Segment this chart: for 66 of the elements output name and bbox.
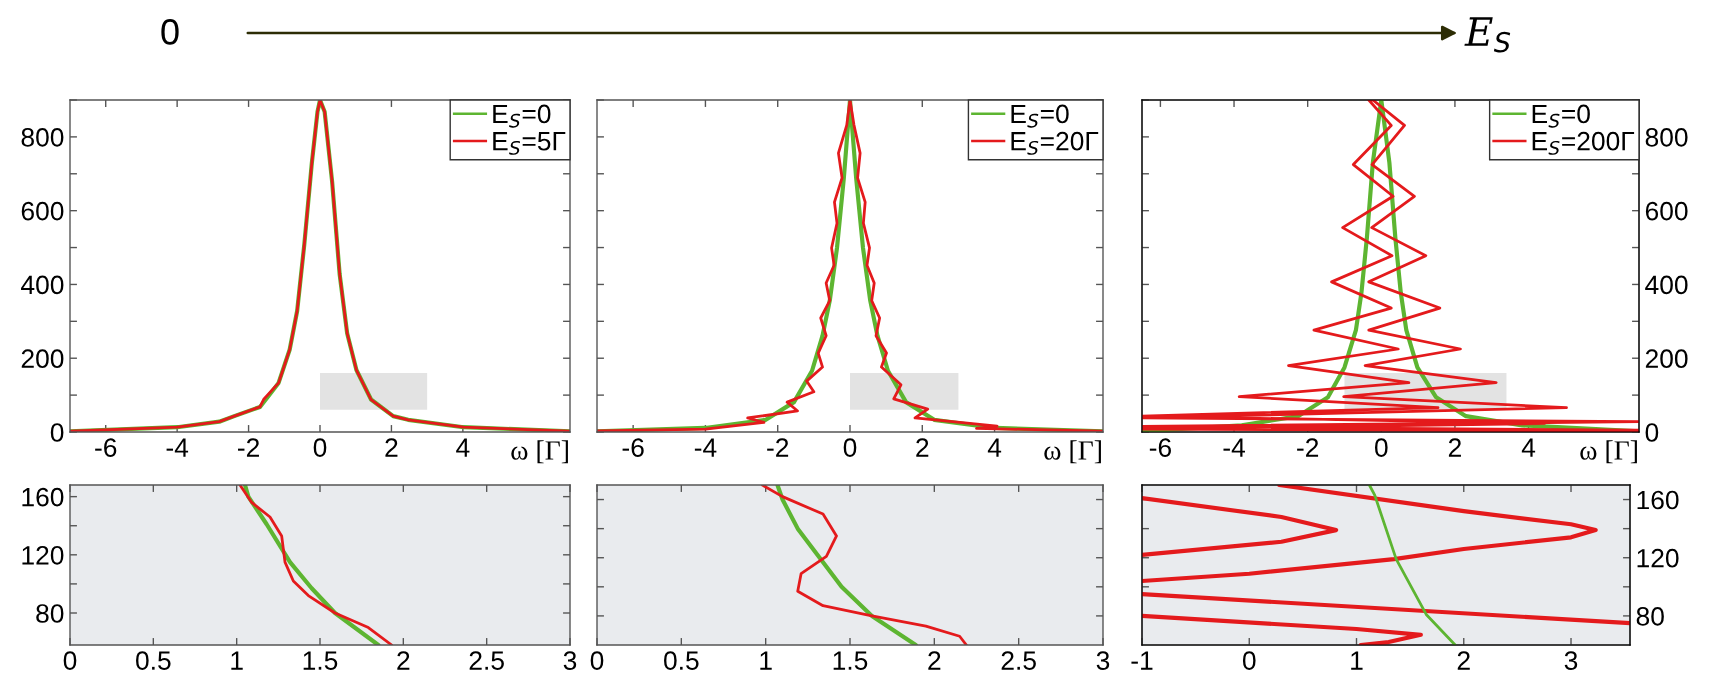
legend-label: E$_{S}$=0 xyxy=(493,104,551,128)
legend-label: E$_{S}$=200Γ xyxy=(1532,131,1635,155)
y-tick-label: 200 xyxy=(21,349,64,369)
x-tick-label: -6 xyxy=(1149,438,1171,457)
line-series xyxy=(1367,485,1457,645)
x-axis-title: ω [Γ] xyxy=(1044,440,1101,464)
y-tick-label: 400 xyxy=(21,275,64,295)
x-tick-label: -2 xyxy=(767,438,789,457)
y2-tick-label: 200 xyxy=(1645,349,1688,369)
x-tick-label: 2 xyxy=(928,651,941,670)
x-tick-label: 2.5 xyxy=(469,651,504,670)
x-tick-label: 4 xyxy=(987,438,1002,457)
x-tick-label: -4 xyxy=(166,438,189,457)
x-tick-label: 4 xyxy=(1521,438,1536,457)
y-tick-label: 600 xyxy=(21,201,64,221)
y-tick-label: 120 xyxy=(22,545,64,565)
line-series xyxy=(1142,100,1639,432)
legend-label: E$_{S}$=20Γ xyxy=(1011,131,1099,155)
y2-tick-label: 80 xyxy=(1636,607,1664,626)
x-tick-label: 2 xyxy=(1448,438,1461,457)
x-tick-label: 0.5 xyxy=(136,651,171,670)
x-tick-label: -6 xyxy=(622,438,644,457)
legend-label: E$_{S}$=0 xyxy=(1532,104,1590,128)
text: E$_{S}$ xyxy=(1464,17,1511,53)
x-tick-label: 1.5 xyxy=(303,651,338,670)
x-axis-title: ω [Γ] xyxy=(511,440,568,464)
x-tick-label: 0 xyxy=(1242,651,1256,670)
x-tick-label: 1.5 xyxy=(833,651,868,670)
x-tick-label: 3 xyxy=(1564,651,1578,670)
x-tick-label: 3 xyxy=(563,651,577,670)
x-tick-label: 1 xyxy=(231,651,243,670)
x-tick-label: 2 xyxy=(916,438,929,457)
x-tick-label: 4 xyxy=(456,438,470,457)
x-tick-label: 3 xyxy=(1096,651,1110,670)
x-tick-label: 0 xyxy=(590,651,604,670)
x-tick-label: 0 xyxy=(843,438,857,457)
x-tick-label: 1 xyxy=(1351,651,1363,670)
x-tick-label: 0 xyxy=(1374,438,1388,457)
legend-label: E$_{S}$=5Γ xyxy=(493,132,566,155)
x-tick-label: 2.5 xyxy=(1001,651,1036,670)
x-tick-label: -2 xyxy=(238,438,259,457)
y-tick-label: 800 xyxy=(21,128,64,147)
x-tick-label: -6 xyxy=(95,438,117,457)
legend-label: E$_{S}$=0 xyxy=(1011,104,1069,128)
y2-tick-label: 600 xyxy=(1645,201,1688,221)
y-tick-label: 80 xyxy=(36,604,64,623)
y2-tick-label: 160 xyxy=(1637,490,1679,510)
x-tick-label: -4 xyxy=(694,438,717,457)
y-tick-label: 0 xyxy=(50,423,64,442)
y-tick-label: 160 xyxy=(22,487,64,507)
y2-tick-label: 800 xyxy=(1645,128,1688,147)
y2-tick-label: 0 xyxy=(1645,423,1659,442)
y2-tick-label: 120 xyxy=(1637,548,1679,568)
x-tick-label: 2 xyxy=(397,651,410,670)
x-tick-label: 2 xyxy=(1457,651,1470,670)
x-tick-label: 0 xyxy=(63,651,77,670)
x-tick-label: 0.5 xyxy=(664,651,699,670)
x-tick-label: -1 xyxy=(1131,651,1153,670)
text: 0 xyxy=(161,19,179,45)
x-tick-label: 0 xyxy=(313,438,327,457)
x-tick-label: 2 xyxy=(385,438,398,457)
x-tick-label: -4 xyxy=(1223,438,1245,457)
y2-tick-label: 400 xyxy=(1645,275,1688,295)
x-tick-label: 1 xyxy=(760,651,772,670)
x-tick-label: -2 xyxy=(1297,438,1319,457)
x-axis-title: ω [Γ] xyxy=(1580,440,1637,464)
